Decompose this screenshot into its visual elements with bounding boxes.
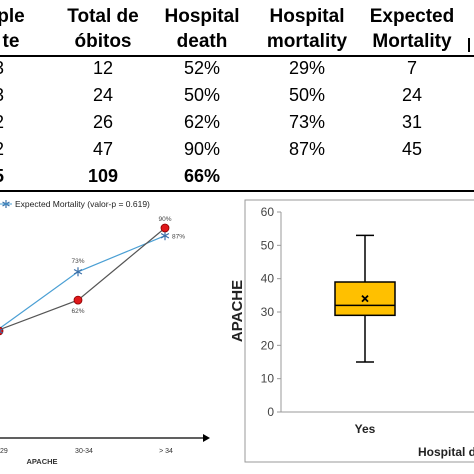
data-label: 87%	[172, 234, 185, 241]
y-axis-title: APACHE	[229, 280, 246, 342]
table-cell: 47	[92, 139, 114, 159]
chart-frame	[244, 199, 474, 463]
header-hospital-mortality-line2: mortality	[266, 31, 348, 52]
header-divider	[0, 55, 474, 57]
legend-label-expected: Expected Mortality (valor-p = 0.619)	[15, 199, 150, 209]
table-cell: 2	[0, 137, 14, 161]
mortality-line-chart: 73% 87% 62% 90% Expected Mortality (valor-p …	[0, 196, 212, 474]
total-cell: 5	[0, 164, 14, 188]
x-axis-title: Hospital de	[418, 445, 474, 459]
x-tick-label: 29	[0, 448, 8, 455]
header-cut-border	[468, 38, 470, 52]
y-tick-label: 0	[267, 405, 274, 419]
hospital-death-line	[0, 227, 166, 331]
table-cell: 3	[0, 56, 14, 80]
table-cell: 29%	[288, 58, 326, 78]
y-tick-label: 20	[261, 338, 275, 352]
table-cell: 3	[0, 83, 14, 107]
box-plot-svg: 0 10 20 30 40 50 60 APACHE Yes Hospital de	[229, 199, 474, 463]
table-cell: 62%	[183, 112, 221, 132]
hospital-death-marker	[160, 223, 170, 233]
table-cell: 45	[401, 139, 423, 159]
table-cell: 7	[406, 58, 417, 78]
x-tick-label: 30-34	[75, 448, 93, 455]
header-expected-mortality: Expected Mortality	[360, 4, 464, 54]
x-tick-label: > 34	[159, 448, 173, 455]
table-cell: 31	[401, 112, 423, 132]
expected-mortality-marker	[73, 267, 83, 277]
y-tick-label: 40	[261, 272, 275, 286]
expected-mortality-line	[0, 235, 166, 329]
y-tick-label: 50	[261, 238, 275, 252]
mortality-table: ple te Total de óbitos Hospital death Ho…	[0, 0, 474, 193]
header-hospital-mortality: Hospital mortality	[255, 4, 359, 54]
table-cell: 73%	[288, 112, 326, 132]
x-tick-label: Yes	[355, 422, 376, 436]
x-axis-arrow	[203, 434, 210, 442]
table-cell: 24	[401, 85, 423, 105]
table-bottom-border	[0, 190, 474, 192]
header-total-deaths-line2: óbitos	[74, 31, 132, 52]
table-cell: 2	[0, 110, 14, 134]
data-label: 62%	[71, 308, 84, 315]
y-tick-label: 60	[261, 205, 275, 219]
header-hospital-mortality-line1: Hospital	[269, 6, 345, 27]
header-expected-mortality-line1: Expected	[369, 6, 455, 27]
header-total-deaths-line1: Total de	[67, 6, 139, 27]
header-sample-line2: te	[2, 31, 20, 52]
table-cell: 26	[92, 112, 114, 132]
header-expected-mortality-line2: Mortality	[372, 31, 452, 52]
y-tick-label: 10	[261, 372, 275, 386]
table-cell: 90%	[183, 139, 221, 159]
table-cell: 24	[92, 85, 114, 105]
x-axis-title: APACHE	[26, 457, 57, 466]
table-cell: 50%	[183, 85, 221, 105]
table-cell: 87%	[288, 139, 326, 159]
total-cell: 109	[87, 166, 119, 186]
header-sample-size: ple te	[0, 4, 36, 54]
header-total-deaths: Total de óbitos	[56, 4, 150, 54]
apache-box-plot: 0 10 20 30 40 50 60 APACHE Yes Hospital de	[215, 196, 474, 474]
header-sample-line1: ple	[0, 6, 25, 27]
table-cell: 12	[92, 58, 114, 78]
mean-marker	[361, 295, 369, 303]
expected-mortality-marker	[160, 231, 170, 241]
header-hospital-death-line2: death	[176, 31, 228, 52]
data-label: 90%	[158, 216, 171, 223]
hospital-death-marker	[73, 295, 83, 305]
header-hospital-death-line1: Hospital	[164, 6, 240, 27]
line-chart-svg: 73% 87% 62% 90% Expected Mortality (valor-p …	[0, 199, 210, 466]
table-cell: 52%	[183, 58, 221, 78]
y-tick-label: 30	[261, 305, 275, 319]
data-label: 73%	[71, 258, 84, 265]
expected-mortality-marker	[0, 328, 4, 334]
total-cell: 66%	[183, 166, 221, 186]
table-cell: 50%	[288, 85, 326, 105]
header-hospital-death: Hospital death	[155, 4, 249, 54]
